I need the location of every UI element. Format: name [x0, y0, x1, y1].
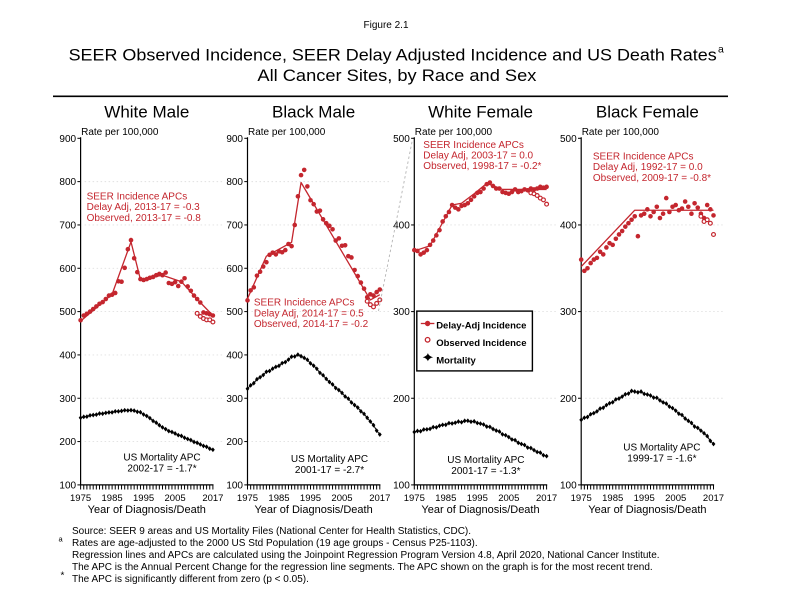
svg-text:900: 900	[59, 134, 76, 145]
svg-text:800: 800	[226, 177, 243, 188]
svg-text:2002-17 = -1.7*: 2002-17 = -1.7*	[127, 463, 196, 474]
svg-text:500: 500	[226, 307, 243, 318]
svg-text:1975: 1975	[571, 493, 592, 504]
svg-text:2001-17 = -1.3*: 2001-17 = -1.3*	[451, 466, 520, 477]
svg-text:a: a	[718, 43, 724, 55]
svg-text:Delay Adj, 1992-17 = 0.0: Delay Adj, 1992-17 = 0.0	[593, 162, 703, 173]
svg-text:Observed, 1998-17 = -0.2*: Observed, 1998-17 = -0.2*	[423, 161, 541, 172]
svg-text:Regression lines and APCs are: Regression lines and APCs are calculated…	[72, 550, 660, 561]
svg-text:Year of Diagnosis/Death: Year of Diagnosis/Death	[88, 504, 206, 516]
svg-text:Observed, 2009-17 = -0.8*: Observed, 2009-17 = -0.8*	[593, 173, 711, 184]
svg-text:700: 700	[59, 220, 76, 231]
svg-text:US Mortality APC: US Mortality APC	[447, 455, 524, 466]
svg-text:Delay Adj, 2013-17 = -0.3: Delay Adj, 2013-17 = -0.3	[87, 202, 201, 213]
svg-text:Year of Diagnosis/Death: Year of Diagnosis/Death	[588, 504, 706, 516]
svg-text:2001-17 = -2.7*: 2001-17 = -2.7*	[295, 465, 364, 476]
svg-text:1975: 1975	[404, 493, 425, 504]
svg-text:Delay-Adj Incidence: Delay-Adj Incidence	[436, 321, 526, 332]
svg-text:600: 600	[59, 264, 76, 275]
svg-text:500: 500	[393, 134, 410, 145]
svg-text:2017: 2017	[536, 493, 557, 504]
svg-text:Figure 2.1: Figure 2.1	[363, 20, 408, 31]
svg-text:Rate per 100,000: Rate per 100,000	[415, 127, 493, 138]
svg-text:2005: 2005	[331, 493, 352, 504]
svg-text:1975: 1975	[70, 493, 91, 504]
svg-text:300: 300	[59, 394, 76, 405]
svg-text:1995: 1995	[300, 493, 321, 504]
svg-text:2005: 2005	[665, 493, 686, 504]
svg-text:Observed, 2013-17 = -0.8: Observed, 2013-17 = -0.8	[87, 213, 202, 224]
svg-text:700: 700	[226, 220, 243, 231]
svg-text:1975: 1975	[237, 493, 258, 504]
svg-text:a: a	[59, 534, 64, 543]
svg-text:1985: 1985	[602, 493, 623, 504]
svg-text:800: 800	[59, 177, 76, 188]
svg-text:1985: 1985	[435, 493, 456, 504]
svg-text:400: 400	[226, 350, 243, 361]
svg-text:Rates are age-adjusted to the: Rates are age-adjusted to the 2000 US St…	[72, 538, 478, 549]
svg-text:2017: 2017	[369, 493, 390, 504]
svg-text:500: 500	[560, 134, 577, 145]
svg-text:Observed, 2014-17 = -0.2: Observed, 2014-17 = -0.2	[254, 319, 369, 330]
svg-text:White Male: White Male	[104, 103, 189, 122]
svg-text:Rate per 100,000: Rate per 100,000	[582, 127, 660, 138]
svg-text:200: 200	[560, 394, 577, 405]
svg-text:All Cancer Sites, by Race and: All Cancer Sites, by Race and Sex	[257, 67, 536, 85]
svg-text:Delay Adj, 2003-17 = 0.0: Delay Adj, 2003-17 = 0.0	[423, 151, 533, 162]
svg-text:400: 400	[59, 350, 76, 361]
svg-text:200: 200	[393, 394, 410, 405]
svg-text:300: 300	[393, 307, 410, 318]
svg-text:*: *	[61, 571, 65, 582]
svg-text:1995: 1995	[467, 493, 488, 504]
svg-text:2017: 2017	[202, 493, 223, 504]
svg-text:Black Female: Black Female	[596, 103, 699, 122]
svg-text:900: 900	[226, 134, 243, 145]
svg-text:500: 500	[59, 307, 76, 318]
svg-text:400: 400	[393, 220, 410, 231]
svg-text:1985: 1985	[102, 493, 123, 504]
svg-text:Delay Adj, 2014-17 = 0.5: Delay Adj, 2014-17 = 0.5	[254, 308, 364, 319]
svg-text:US Mortality APC: US Mortality APC	[291, 454, 368, 465]
svg-text:100: 100	[393, 480, 410, 491]
svg-text:SEER Incidence APCs: SEER Incidence APCs	[593, 151, 694, 162]
svg-text:Observed Incidence: Observed Incidence	[436, 338, 526, 349]
svg-text:Mortality: Mortality	[436, 356, 476, 367]
svg-text:US Mortality APC: US Mortality APC	[623, 443, 700, 454]
svg-text:Year of Diagnosis/Death: Year of Diagnosis/Death	[421, 504, 539, 516]
svg-text:300: 300	[560, 307, 577, 318]
svg-text:1999-17 = -1.6*: 1999-17 = -1.6*	[627, 454, 696, 465]
svg-text:600: 600	[226, 264, 243, 275]
svg-text:Black Male: Black Male	[272, 103, 355, 122]
svg-text:SEER Incidence APCs: SEER Incidence APCs	[254, 298, 355, 309]
svg-text:100: 100	[59, 480, 76, 491]
svg-text:SEER Incidence APCs: SEER Incidence APCs	[423, 140, 524, 151]
svg-text:100: 100	[226, 480, 243, 491]
svg-text:200: 200	[59, 437, 76, 448]
svg-text:1995: 1995	[133, 493, 154, 504]
svg-text:Year of Diagnosis/Death: Year of Diagnosis/Death	[254, 504, 372, 516]
svg-text:400: 400	[560, 220, 577, 231]
svg-text:Rate per 100,000: Rate per 100,000	[81, 127, 159, 138]
svg-text:The APC is significantly diffe: The APC is significantly different from …	[72, 574, 309, 585]
svg-text:Rate per 100,000: Rate per 100,000	[248, 127, 326, 138]
svg-text:SEER Observed Incidence, SEER: SEER Observed Incidence, SEER Delay Adju…	[69, 46, 717, 64]
svg-text:White Female: White Female	[428, 103, 533, 122]
svg-text:SEER Incidence APCs: SEER Incidence APCs	[87, 191, 188, 202]
svg-text:2017: 2017	[703, 493, 724, 504]
svg-text:US Mortality APC: US Mortality APC	[123, 453, 200, 464]
svg-text:The APC is the Annual Percent: The APC is the Annual Percent Change for…	[72, 562, 653, 573]
svg-text:Source: SEER 9 areas and US Mo: Source: SEER 9 areas and US Mortality Fi…	[72, 526, 471, 537]
svg-text:100: 100	[560, 480, 577, 491]
svg-text:300: 300	[226, 394, 243, 405]
svg-text:2005: 2005	[498, 493, 519, 504]
svg-text:2005: 2005	[165, 493, 186, 504]
svg-text:200: 200	[226, 437, 243, 448]
svg-text:1995: 1995	[634, 493, 655, 504]
svg-text:1985: 1985	[268, 493, 289, 504]
